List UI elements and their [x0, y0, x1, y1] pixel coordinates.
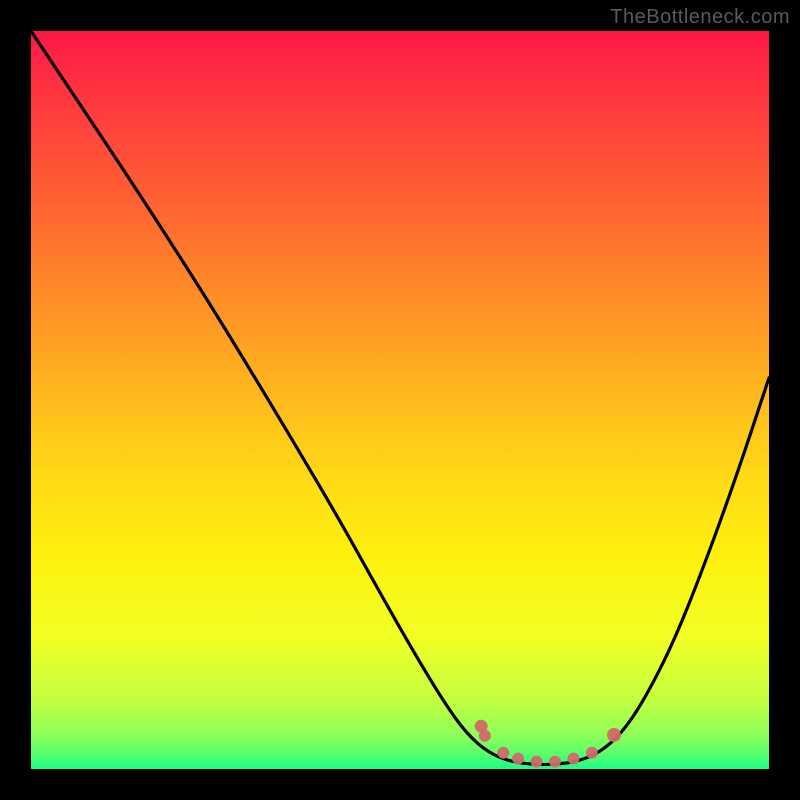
marker-dot — [567, 753, 579, 765]
marker-dot — [479, 730, 491, 742]
marker-dot — [549, 756, 561, 768]
marker-dot — [497, 747, 509, 759]
marker-dot — [586, 747, 598, 759]
watermark-text: TheBottleneck.com — [610, 6, 790, 29]
marker-dot — [512, 753, 524, 765]
chart-root: TheBottleneck.com — [0, 0, 800, 800]
marker-dot — [607, 728, 621, 742]
plot-gradient-background — [31, 31, 769, 769]
marker-dot — [531, 756, 543, 768]
bottleneck-curve-chart — [0, 0, 800, 800]
